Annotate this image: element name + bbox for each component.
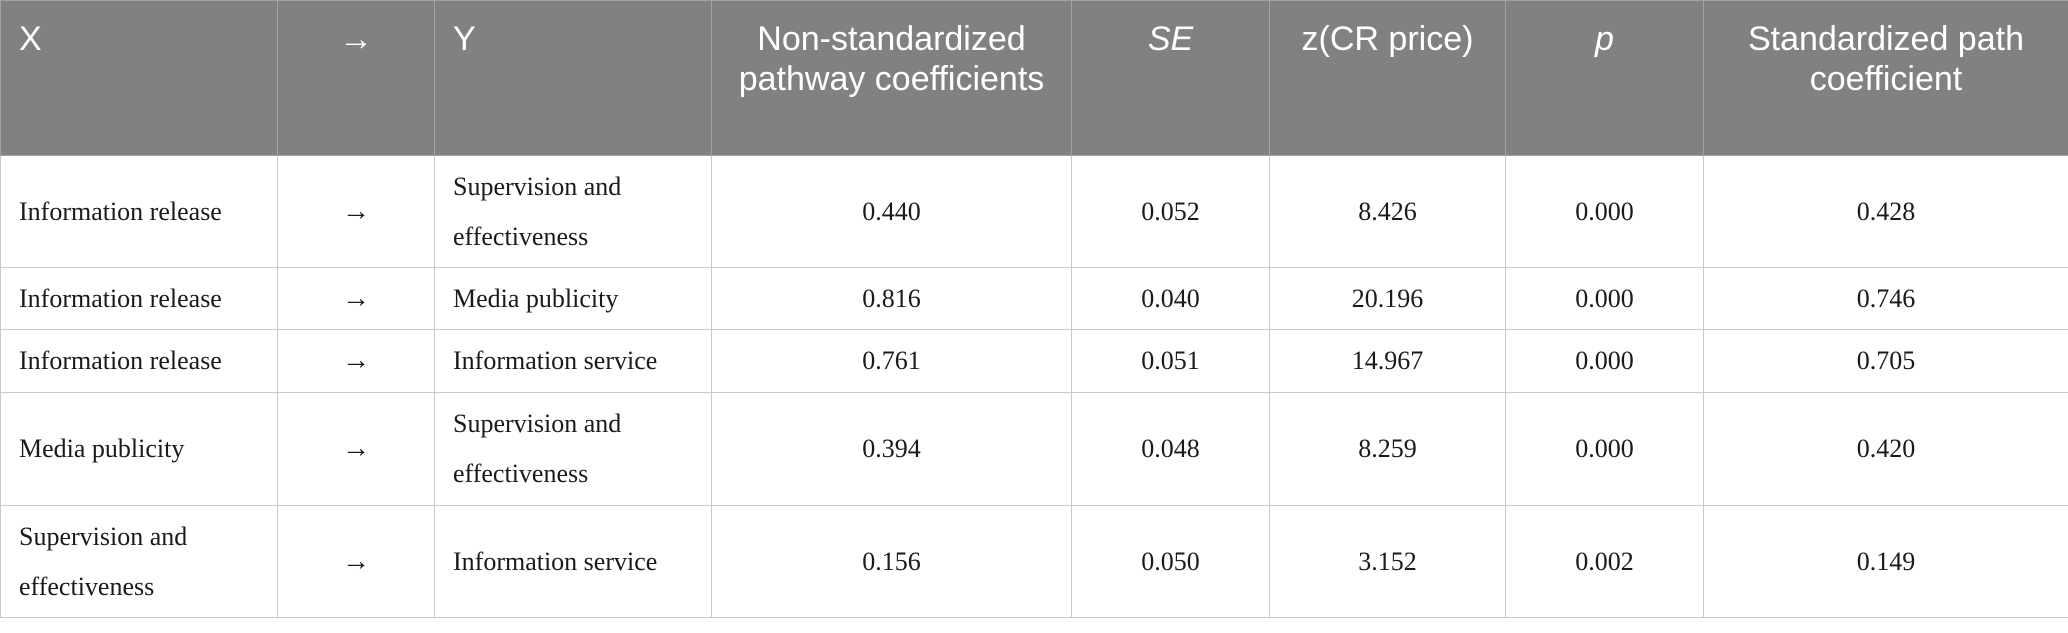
- cell-x: Information release: [0, 329, 278, 393]
- cell-z: 20.196: [1269, 267, 1506, 330]
- cell-z: 8.426: [1269, 155, 1506, 268]
- cell-standardized: 0.420: [1703, 392, 2068, 506]
- cell-y: Information service: [434, 329, 712, 393]
- cell-se: 0.048: [1071, 392, 1270, 506]
- cell-nonstandardized: 0.394: [711, 392, 1072, 506]
- cell-nonstandardized: 0.156: [711, 505, 1072, 618]
- cell-p: 0.002: [1505, 505, 1704, 618]
- cell-arrow: →: [277, 392, 435, 506]
- column-header-se: SE: [1071, 0, 1270, 156]
- table-row: Information release → Information servic…: [0, 329, 2068, 393]
- cell-standardized: 0.428: [1703, 155, 2068, 268]
- column-header-y: Y: [434, 0, 712, 156]
- cell-arrow: →: [277, 267, 435, 330]
- column-header-z: z(CR price): [1269, 0, 1506, 156]
- cell-se: 0.051: [1071, 329, 1270, 393]
- column-header-standardized: Standardized path coefficient: [1703, 0, 2068, 156]
- cell-se: 0.052: [1071, 155, 1270, 268]
- cell-nonstandardized: 0.440: [711, 155, 1072, 268]
- cell-x: Information release: [0, 155, 278, 268]
- column-header-p: p: [1505, 0, 1704, 156]
- cell-y: Supervision and effectiveness: [434, 392, 712, 506]
- cell-arrow: →: [277, 155, 435, 268]
- cell-standardized: 0.705: [1703, 329, 2068, 393]
- cell-z: 8.259: [1269, 392, 1506, 506]
- cell-x: Information release: [0, 267, 278, 330]
- table-row: Information release → Media publicity 0.…: [0, 267, 2068, 330]
- cell-z: 3.152: [1269, 505, 1506, 618]
- cell-se: 0.050: [1071, 505, 1270, 618]
- cell-nonstandardized: 0.816: [711, 267, 1072, 330]
- header-row: X → Y Non-standardized pathway coefficie…: [0, 0, 2068, 156]
- table-row: Media publicity → Supervision and effect…: [0, 392, 2068, 506]
- cell-y: Media publicity: [434, 267, 712, 330]
- cell-y: Information service: [434, 505, 712, 618]
- cell-y: Supervision and effectiveness: [434, 155, 712, 268]
- cell-arrow: →: [277, 329, 435, 393]
- cell-standardized: 0.149: [1703, 505, 2068, 618]
- path-coefficient-table: X → Y Non-standardized pathway coefficie…: [0, 0, 2068, 618]
- cell-p: 0.000: [1505, 267, 1704, 330]
- cell-z: 14.967: [1269, 329, 1506, 393]
- cell-x: Media publicity: [0, 392, 278, 506]
- cell-p: 0.000: [1505, 155, 1704, 268]
- table-row: Information release → Supervision and ef…: [0, 155, 2068, 268]
- cell-x: Supervision and effectiveness: [0, 505, 278, 618]
- cell-se: 0.040: [1071, 267, 1270, 330]
- column-header-x: X: [0, 0, 278, 156]
- cell-arrow: →: [277, 505, 435, 618]
- column-header-nonstandardized: Non-standardized pathway coefficients: [711, 0, 1072, 156]
- cell-p: 0.000: [1505, 392, 1704, 506]
- column-header-arrow: →: [277, 0, 435, 156]
- cell-nonstandardized: 0.761: [711, 329, 1072, 393]
- cell-standardized: 0.746: [1703, 267, 2068, 330]
- table-row: Supervision and effectiveness → Informat…: [0, 505, 2068, 618]
- cell-p: 0.000: [1505, 329, 1704, 393]
